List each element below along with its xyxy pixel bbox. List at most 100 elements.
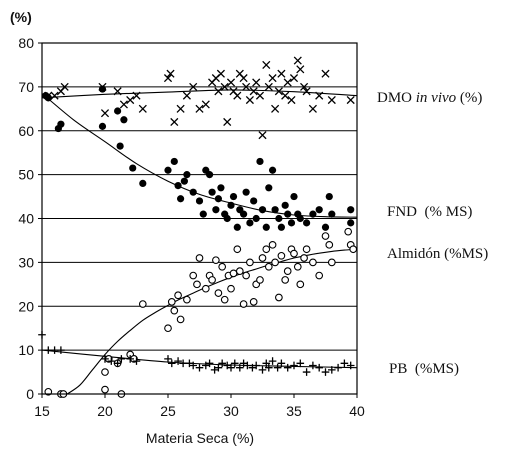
fit-curves [42,90,357,394]
series-label-dmo-main: DMO [377,90,416,106]
point-series-2 [272,259,279,266]
y-tick-label: 0 [26,386,34,402]
point-series-1 [275,215,282,222]
point-series-2 [234,246,241,253]
data-points [38,57,356,397]
point-series-1 [99,85,106,92]
point-series-1 [200,211,207,218]
point-series-0 [290,75,297,82]
point-series-0 [234,92,241,99]
point-series-0 [284,79,291,86]
point-series-1 [206,171,213,178]
point-series-0 [202,101,209,108]
point-series-2 [266,263,273,270]
point-series-1 [212,206,219,213]
point-series-2 [316,272,323,279]
point-series-1 [269,167,276,174]
point-series-0 [224,118,231,125]
y-tick-label: 80 [18,35,34,51]
point-series-0 [246,96,253,103]
point-series-1 [272,206,279,213]
series-label-dmo: DMO in vivo (%) [377,90,482,106]
point-series-1 [284,211,291,218]
point-series-1 [290,193,297,200]
point-series-2 [278,252,285,259]
point-series-1 [243,189,250,196]
point-series-0 [269,75,276,82]
x-tick-label: 15 [34,403,50,419]
point-series-1 [177,195,184,202]
point-series-0 [51,92,58,99]
point-series-2 [310,259,317,266]
y-tick-label: 50 [18,167,34,183]
series-label-dmo-tail: (%) [456,90,482,106]
y-tick-label: 70 [18,79,34,95]
point-series-1 [120,116,127,123]
point-series-1 [99,123,106,130]
point-series-2 [259,255,266,262]
point-series-2 [276,294,283,301]
point-series-1 [278,224,285,231]
point-series-1 [139,180,146,187]
point-series-0 [196,105,203,112]
point-series-1 [326,193,333,200]
point-series-0 [322,70,329,77]
point-series-2 [219,263,226,270]
point-series-0 [263,61,270,68]
point-series-1 [57,121,64,128]
point-series-2 [190,272,197,279]
point-series-2 [345,228,352,235]
point-series-2 [301,255,308,262]
point-series-0 [294,57,301,64]
y-tick-label: 30 [18,254,34,270]
point-series-0 [217,70,224,77]
point-series-1 [316,206,323,213]
x-tick-label: 25 [160,403,176,419]
y-tick-label: 40 [18,211,34,227]
point-series-3 [231,359,239,367]
point-series-1 [322,224,329,231]
y-tick-label: 20 [18,298,34,314]
point-series-2 [294,263,301,270]
point-series-2 [203,285,210,292]
point-series-0 [227,79,234,86]
point-series-2 [196,255,203,262]
point-series-2 [243,272,250,279]
point-series-0 [328,96,335,103]
x-axis-title: Materia Seca (%) [146,430,254,446]
point-series-1 [117,143,124,150]
series-label-pb: PB (%MS) [389,361,459,377]
point-series-2 [240,301,247,308]
point-series-1 [259,206,266,213]
point-series-2 [165,325,172,332]
point-series-1 [227,202,234,209]
point-series-2 [230,270,237,277]
point-series-2 [297,281,304,288]
point-series-2 [175,292,182,299]
point-series-1 [256,158,263,165]
point-series-1 [297,215,304,222]
point-series-2 [237,268,244,275]
point-series-2 [326,242,333,249]
point-series-0 [101,110,108,117]
series-label-fnd: FND (% MS) [387,204,472,220]
point-series-1 [303,219,310,226]
point-series-1 [240,211,247,218]
point-series-2 [247,259,254,266]
point-series-0 [171,118,178,125]
point-series-1 [114,107,121,114]
point-series-2 [215,290,222,297]
point-series-1 [263,224,270,231]
point-series-0 [253,79,260,86]
point-series-2 [177,316,184,323]
x-tick-label: 20 [97,403,113,419]
point-series-1 [347,206,354,213]
point-series-2 [263,246,270,253]
point-series-2 [257,277,264,284]
x-tick-label: 30 [223,403,239,419]
series-label-dmo-italic: in vivo [416,90,457,106]
point-series-0 [297,66,304,73]
point-series-0 [282,92,289,99]
point-series-1 [45,94,52,101]
point-series-2 [184,296,191,303]
